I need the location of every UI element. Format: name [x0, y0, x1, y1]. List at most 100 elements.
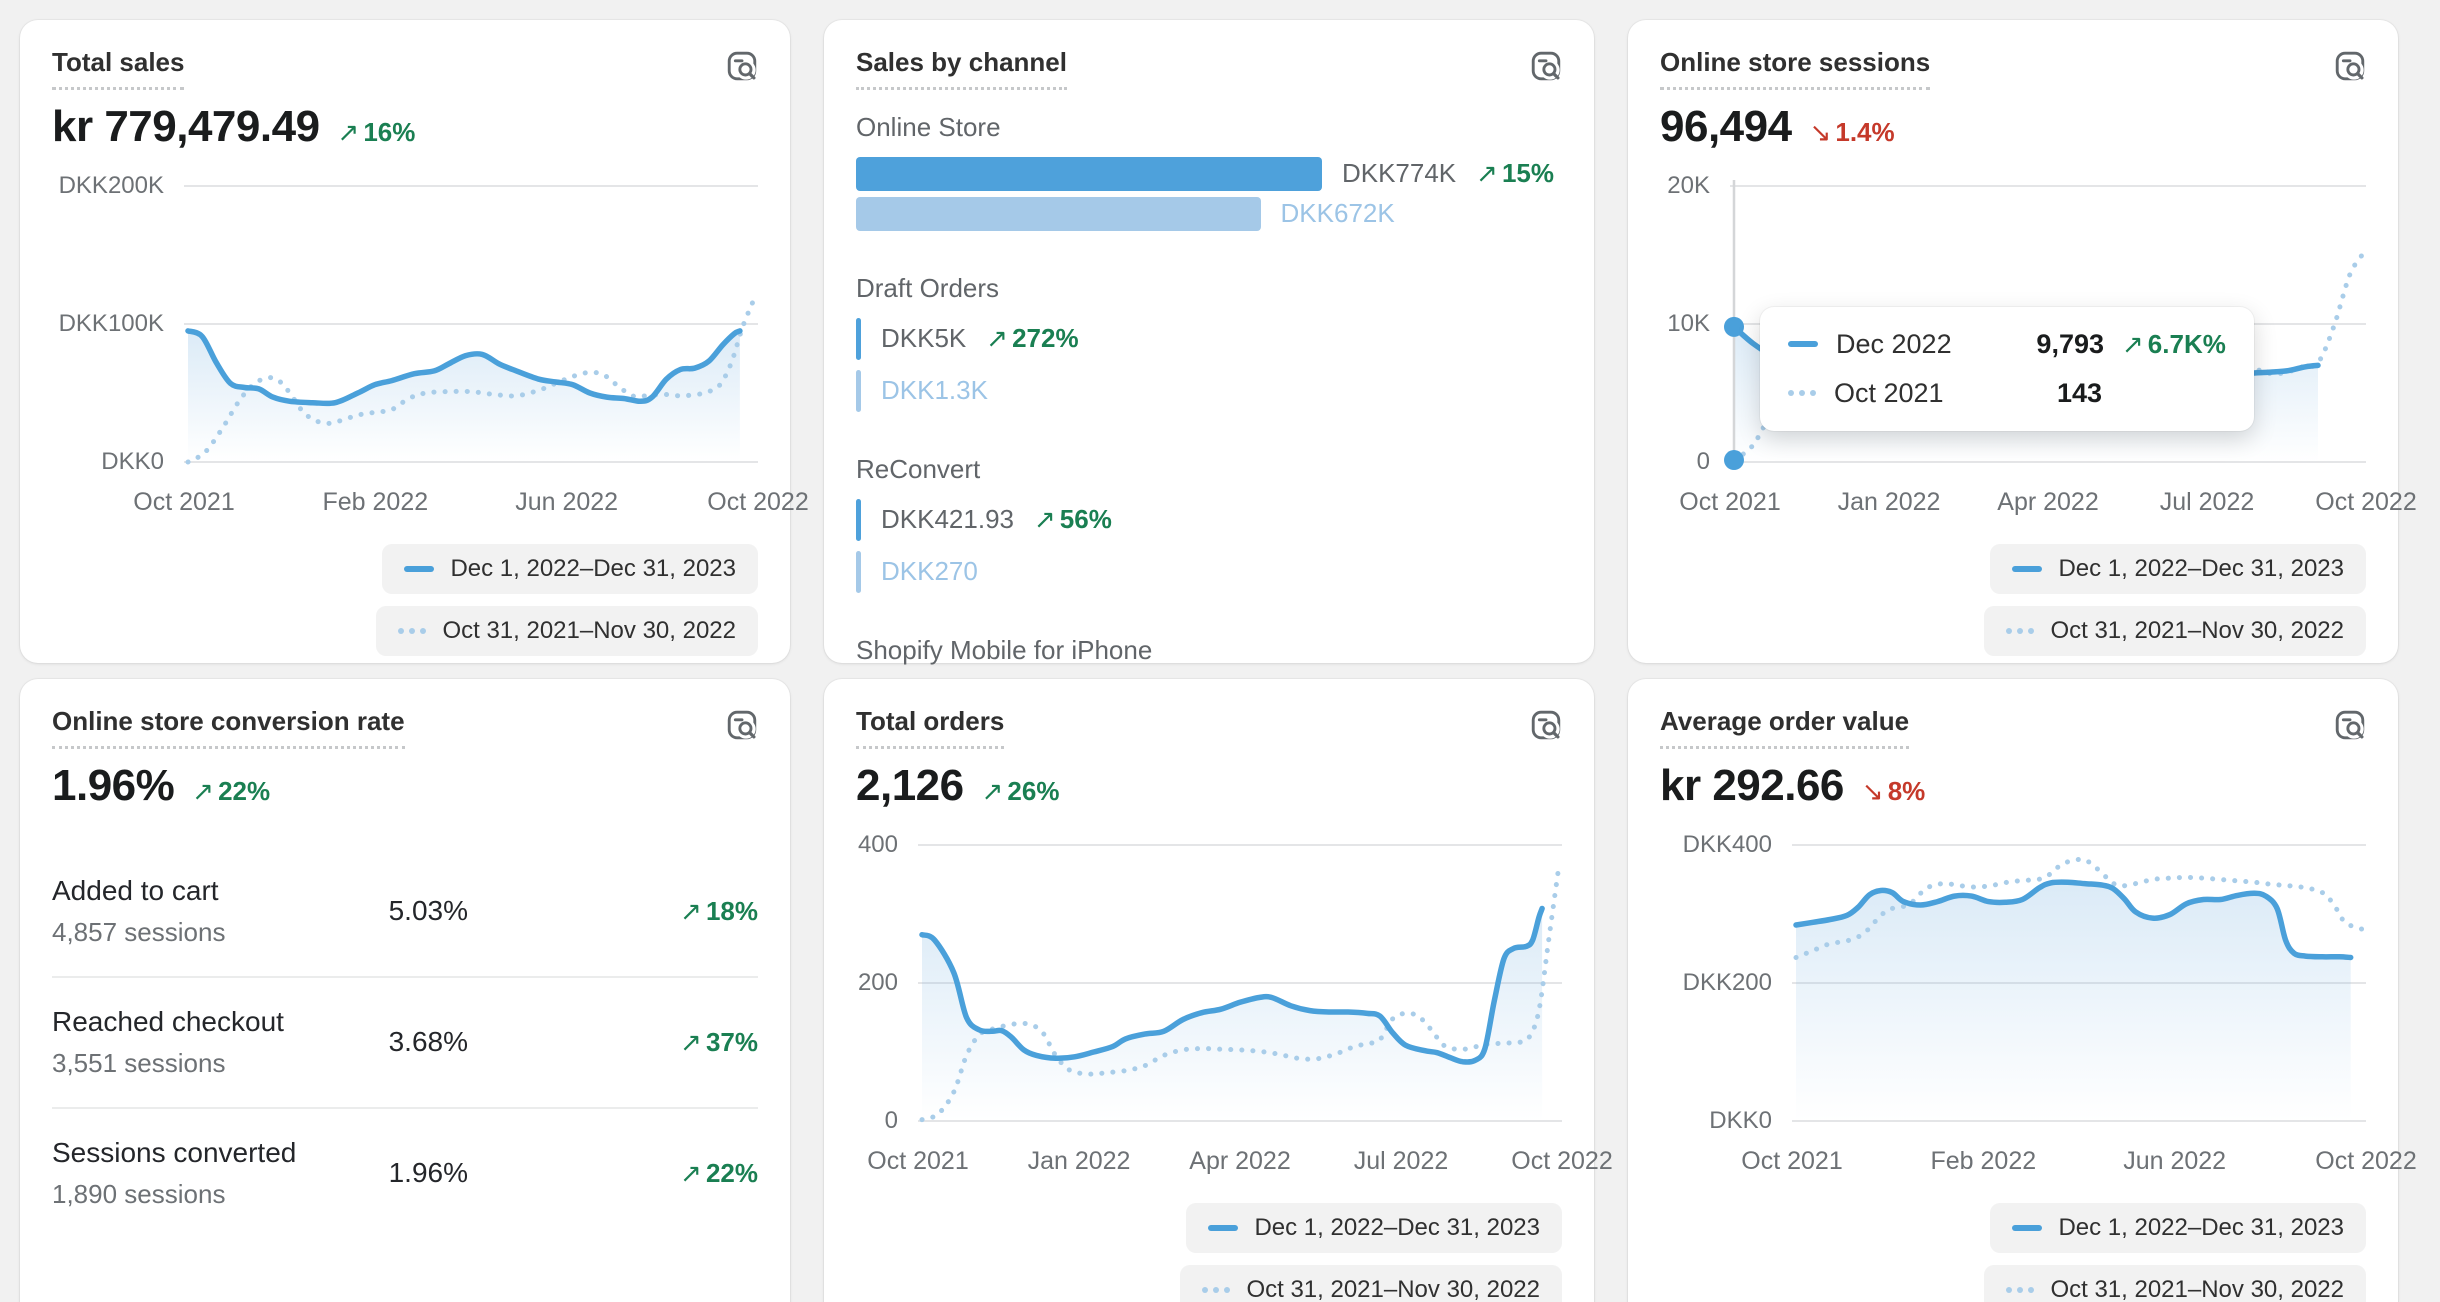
orders-value: 2,126 — [856, 760, 964, 810]
legend-pill-current-period[interactable]: Dec 1, 2022–Dec 31, 2023 — [1990, 543, 2366, 594]
funnel-labels: Added to cart 4,857 sessions — [52, 875, 368, 948]
x-tick-label: Oct 2021 — [867, 1146, 969, 1175]
funnel-labels: Reached checkout 3,551 sessions — [52, 1006, 368, 1079]
x-axis-labels: Oct 2021 Jan 2022 Apr 2022 Jul 2022 Oct 2022 — [1679, 487, 2416, 524]
channel-value: DKK270 — [881, 556, 978, 586]
chart-legend: Dec 1, 2022–Dec 31, 2023 Oct 31, 2021–Nov… — [856, 1202, 1562, 1302]
total-sales-line-chart[interactable] — [184, 174, 758, 474]
y-tick-label: 200 — [857, 968, 898, 996]
channel-value: DKK5K — [881, 323, 967, 353]
tooltip-label: Dec 2022 — [1836, 328, 1952, 359]
legend-label: Oct 31, 2021–Nov 30, 2022 — [442, 616, 736, 644]
metric-value-row: 96,494 1.4% — [1660, 102, 2366, 152]
legend-label: Dec 1, 2022–Dec 31, 2023 — [2058, 1213, 2344, 1241]
metric-value-row: kr 292.66 8% — [1660, 761, 2366, 811]
previous-period-bar — [856, 369, 861, 412]
chart-legend: Dec 1, 2022–Dec 31, 2023 Oct 31, 2021–Nov… — [1660, 1202, 2366, 1302]
view-report-button[interactable] — [720, 44, 764, 88]
total-orders-card: Total orders 2,126 26% 400 200 0 Oct 2021 J… — [824, 679, 1613, 1302]
legend-label: Dec 1, 2022–Dec 31, 2023 — [2058, 554, 2344, 582]
online-store-sessions-card: Online store sessions 96,494 1.4% 20K 10K… — [1628, 20, 2417, 663]
delta-badge: 6.7K% — [2122, 329, 2226, 360]
orders-chart: 400 200 0 Oct 2021 Jan 2022 Apr 2022 Jul 2022… — [856, 831, 1613, 1302]
delta-badge: 15% — [1476, 158, 1554, 189]
x-axis-labels: Oct 2021 Feb 2022 Jun 2022 Oct 2022 — [1741, 1146, 2416, 1183]
tooltip-label: Oct 2021 — [1834, 377, 1944, 408]
channel-value: DKK421.93 — [881, 504, 1014, 534]
legend-pill-previous-period[interactable]: Oct 31, 2021–Nov 30, 2022 — [1180, 1264, 1562, 1302]
y-tick-label: DKK200 — [1682, 968, 1772, 996]
view-report-button[interactable] — [2328, 703, 2372, 747]
y-axis-labels: 400 200 0 — [856, 831, 918, 1134]
view-report-button[interactable] — [2328, 44, 2372, 88]
y-axis-labels: DKK200K DKK100K DKK0 — [52, 172, 184, 475]
delta-badge: 37% — [680, 1027, 758, 1058]
chart-tooltip: Dec 2022 9,793 6.7K% Oct 2021 143 — [1760, 306, 2254, 431]
channel-value: DKK774K — [1341, 158, 1457, 188]
aov-line-chart[interactable] — [1792, 833, 2366, 1133]
card-header: Total sales — [52, 46, 758, 90]
legend-label: Oct 31, 2021–Nov 30, 2022 — [1246, 1275, 1540, 1302]
x-tick-label: Apr 2022 — [1189, 1146, 1291, 1175]
channel-group: ReConvert DKK421.93 56% DKK270 — [856, 454, 1562, 593]
x-axis-labels: Oct 2021 Jan 2022 Apr 2022 Jul 2022 Oct 2022 — [867, 1146, 1612, 1183]
funnel-step-label: Added to cart — [52, 874, 219, 906]
channel-bar-current: DKK774K 15% — [856, 156, 1562, 191]
orders-line-chart[interactable] — [918, 833, 1562, 1133]
dotted-series-marker — [2006, 627, 2035, 634]
dotted-series-marker — [1202, 1286, 1231, 1293]
delta-badge: 22% — [680, 1158, 758, 1189]
channel-value: DKK1.3K — [881, 375, 988, 405]
channel-name: Shopify Mobile for iPhone — [856, 634, 1153, 665]
x-tick-label: Jun 2022 — [2123, 1146, 2227, 1175]
funnel-step-sessions: 3,551 sessions — [52, 1047, 226, 1078]
y-tick-label: DKK0 — [101, 447, 164, 475]
legend-pill-previous-period[interactable]: Oct 31, 2021–Nov 30, 2022 — [1984, 605, 2366, 656]
funnel-step-delta: 37% — [468, 1027, 758, 1058]
x-tick-label: Feb 2022 — [1930, 1146, 2037, 1175]
legend-pill-current-period[interactable]: Dec 1, 2022–Dec 31, 2023 — [1186, 1202, 1562, 1253]
card-header: Online store conversion rate — [52, 705, 758, 749]
y-axis-labels: DKK400 DKK200 DKK0 — [1660, 831, 1792, 1134]
view-report-button[interactable] — [720, 703, 764, 747]
previous-period-bar — [856, 550, 861, 593]
current-period-bar — [856, 317, 861, 360]
y-tick-label: DKK100K — [58, 309, 164, 337]
y-tick-label: 0 — [1696, 447, 1710, 475]
trend-up-icon — [680, 1028, 702, 1058]
legend-pill-current-period[interactable]: Dec 1, 2022–Dec 31, 2023 — [382, 543, 758, 594]
solid-series-marker — [1208, 1224, 1239, 1231]
x-tick-label: Apr 2022 — [1997, 487, 2099, 516]
legend-pill-previous-period[interactable]: Oct 31, 2021–Nov 30, 2022 — [1984, 1264, 2366, 1302]
sessions-chart: 20K 10K 0 Dec 2022 9,793 6.7K% — [1660, 172, 2417, 656]
current-period-bar — [856, 156, 1322, 191]
delta-badge: 26% — [982, 776, 1060, 807]
trend-up-icon — [982, 777, 1004, 807]
trend-up-icon — [986, 324, 1008, 354]
legend-pill-previous-period[interactable]: Oct 31, 2021–Nov 30, 2022 — [376, 605, 758, 656]
view-report-button[interactable] — [1524, 44, 1568, 88]
average-order-value-card: Average order value kr 292.66 8% DKK400D… — [1628, 679, 2417, 1302]
trend-up-icon — [1034, 505, 1056, 535]
solid-series-marker — [1788, 341, 1818, 347]
metric-value-row: 1.96% 22% — [52, 761, 758, 811]
funnel-step-delta: 22% — [468, 1158, 758, 1189]
channel-bar-previous: DKK672K — [856, 196, 1562, 231]
sales-by-channel-card: Sales by channel Online StoreDKK774K15%D… — [824, 20, 1594, 722]
x-tick-label: Jun 2022 — [515, 487, 619, 516]
x-tick-label: Oct 2022 — [707, 487, 809, 516]
total-sales-chart: DKK200K DKK100K DKK0 Oct 2021 Feb 2022 Jun 2… — [52, 172, 809, 656]
chart-legend: Dec 1, 2022–Dec 31, 2023 Oct 31, 2021–Nov… — [1660, 543, 2366, 656]
metric-value-row: kr 779,479.49 16% — [52, 102, 758, 152]
legend-pill-current-period[interactable]: Dec 1, 2022–Dec 31, 2023 — [1990, 1202, 2366, 1253]
x-tick-label: Jul 2022 — [1353, 1146, 1449, 1175]
x-axis-labels: Oct 2021 Feb 2022 Jun 2022 Oct 2022 — [133, 487, 808, 524]
x-tick-label: Jan 2022 — [1027, 1146, 1131, 1175]
y-tick-label: DKK200K — [58, 171, 164, 199]
delta-badge: 272% — [986, 323, 1078, 354]
channel-bar-previous: DKK1.3K — [856, 369, 1562, 412]
total-sales-value: kr 779,479.49 — [52, 101, 320, 151]
view-report-button[interactable] — [1524, 703, 1568, 747]
